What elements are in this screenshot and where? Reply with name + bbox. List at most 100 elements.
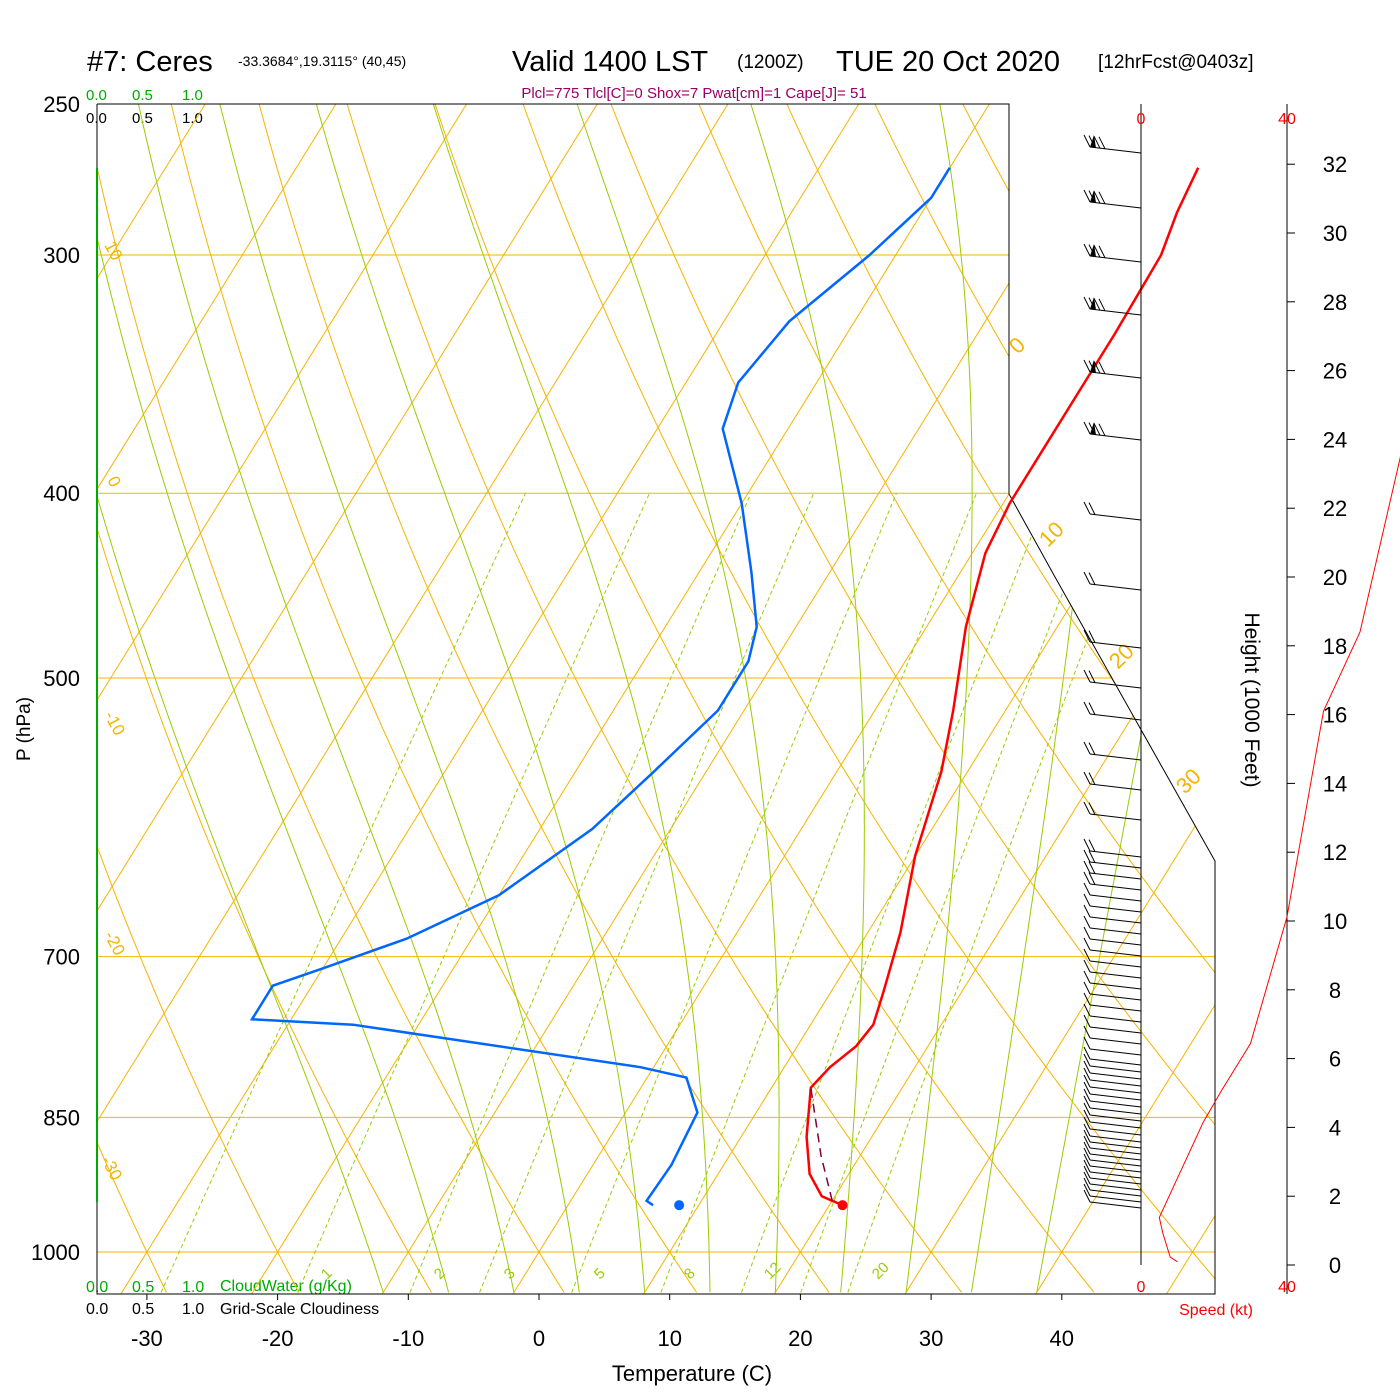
- dry-adiabat: [249, 104, 830, 1293]
- speed-scale: 0408012004080120: [1137, 111, 1296, 1296]
- pressure-tick-label: 250: [43, 92, 80, 117]
- wind-barb: [1083, 871, 1142, 891]
- wind-barb: [1083, 1095, 1142, 1115]
- temperature-tick-label: 30: [919, 1326, 943, 1351]
- wind-barb: [1083, 669, 1142, 689]
- wind-barb: [1083, 501, 1142, 521]
- mixing-ratio-line: [660, 493, 977, 1293]
- mixing-ratio-lines: [160, 492, 1144, 1293]
- height-tick-label: 20: [1323, 565, 1347, 590]
- moist-adiabat: [315, 104, 646, 1293]
- wind-barb: [1083, 1116, 1142, 1136]
- wind-barb: [1083, 1135, 1142, 1155]
- temperature-tick-label: 10: [657, 1326, 681, 1351]
- pressure-tick-label: 700: [43, 945, 80, 970]
- isotherm: [120, 104, 860, 1294]
- wind-barb: [1083, 1060, 1142, 1080]
- moist-adiabat: [138, 104, 515, 1293]
- wind-barb: [1083, 421, 1142, 441]
- wind-barb: [1083, 1129, 1142, 1149]
- valid-time: Valid 1400 LST: [512, 46, 708, 78]
- dry-adiabat: [1032, 104, 1215, 1293]
- height-tick-label: 6: [1329, 1047, 1341, 1072]
- station-title: #7: Ceres: [87, 46, 213, 78]
- wind-barb: [1083, 948, 1142, 968]
- parcel-profile: [810, 1087, 833, 1201]
- cloudiness-scale-top: 0.0 0.5 1.0: [86, 110, 203, 127]
- speed-bottom-label: 40: [1278, 1279, 1296, 1296]
- pressure-tick-label: 850: [43, 1105, 80, 1130]
- cw-bot-2: 1.0: [182, 1279, 204, 1296]
- dry-adiabat: [510, 104, 1215, 1293]
- mixing-ratio-line: [741, 493, 1049, 1293]
- wind-barb: [1083, 1141, 1142, 1161]
- temperature-tick-label: -20: [262, 1326, 294, 1351]
- moist-adiabat: [905, 104, 973, 1293]
- wind-barb: [1083, 243, 1142, 263]
- mixing-ratio-line: [571, 493, 897, 1293]
- mixing-ratio-label: 12: [761, 1259, 785, 1283]
- height-tick-label: 4: [1329, 1115, 1341, 1140]
- cl-bot-1: 0.5: [132, 1301, 154, 1318]
- isotherm: [381, 104, 1121, 1294]
- cloudiness-scale-bottom: 0.0 0.5 1.0 Grid-Scale Cloudiness: [86, 1301, 379, 1318]
- dry-adiabat: [1206, 104, 1215, 1293]
- isotherm: [251, 104, 990, 1294]
- wind-barb: [1083, 771, 1142, 791]
- wind-barb: [1083, 701, 1142, 721]
- dry-adiabat: [97, 104, 167, 1293]
- height-tick-label: 28: [1323, 290, 1347, 315]
- temperature-axis-ticks: -30 -20 -10 0 10 20 30 40: [131, 1294, 1074, 1351]
- wind-barb: [1083, 915, 1142, 935]
- wind-barb: [1083, 189, 1142, 209]
- x-axis-label: Temperature (C): [612, 1361, 772, 1386]
- mixing-ratio-label: 20: [869, 1259, 893, 1283]
- y-axis-label: P (hPa): [14, 697, 35, 761]
- speed-top-label: 0: [1137, 111, 1146, 128]
- wind-barb: [1083, 937, 1142, 957]
- speed-axis-label: Speed (kt): [1179, 1302, 1253, 1319]
- dry-adiabat-lines: [97, 70, 1400, 1293]
- height-tick-label: 18: [1323, 634, 1347, 659]
- wind-barb: [1083, 882, 1142, 902]
- wind-barb: [1083, 134, 1142, 154]
- height-tick-label: 10: [1323, 909, 1347, 934]
- temperature-tick-label: 20: [788, 1326, 812, 1351]
- cw-top-1: 0.5: [132, 87, 153, 104]
- height-tick-label: 14: [1323, 771, 1347, 796]
- dry-adiabat: [97, 104, 432, 1293]
- wind-barb: [1083, 1123, 1142, 1143]
- dry-adiabat: [771, 104, 1215, 1293]
- dry-adiabat: [858, 104, 1215, 1293]
- cl-top-0: 0.0: [86, 110, 107, 127]
- cloudwater-scale-top: 0.0 0.5 1.0: [86, 87, 203, 104]
- mixing-ratio-label: 5: [591, 1265, 609, 1283]
- wind-barb: [1083, 1053, 1142, 1073]
- isotherm: [643, 104, 1215, 1294]
- wind-speed-profile: [1158, 456, 1400, 1263]
- mixing-ratio-label: 2: [431, 1265, 449, 1283]
- temperature-profile: [805, 167, 1200, 1207]
- speed-bottom-label: 0: [1137, 1279, 1146, 1296]
- isotherm: [97, 104, 337, 1294]
- cl-bot-2: 1.0: [182, 1301, 204, 1318]
- dry-adiabat: [162, 104, 698, 1293]
- moist-adiabat: [97, 104, 384, 1293]
- forecast-info: [12hrFcst@0403z]: [1098, 52, 1254, 73]
- left-isotherm-label: -10: [100, 708, 128, 739]
- wind-barb: [1083, 1177, 1142, 1197]
- height-tick-label: 12: [1323, 840, 1347, 865]
- sounding-series: [249, 167, 1200, 1211]
- left-isotherm-label: 0: [103, 473, 124, 490]
- wind-barb: [1083, 904, 1142, 924]
- dry-adiabat: [945, 104, 1215, 1293]
- wind-barb: [1083, 1074, 1142, 1094]
- dry-adiabat: [1293, 70, 1400, 1292]
- mixing-ratio-label: 8: [681, 1265, 699, 1283]
- isobar-lines: [97, 104, 1215, 1253]
- wind-barb: [1083, 1036, 1142, 1056]
- mixing-ratio-line: [160, 492, 526, 1293]
- temperature-tick-label: -10: [392, 1326, 424, 1351]
- right-isotherm-label: 10: [1034, 517, 1069, 552]
